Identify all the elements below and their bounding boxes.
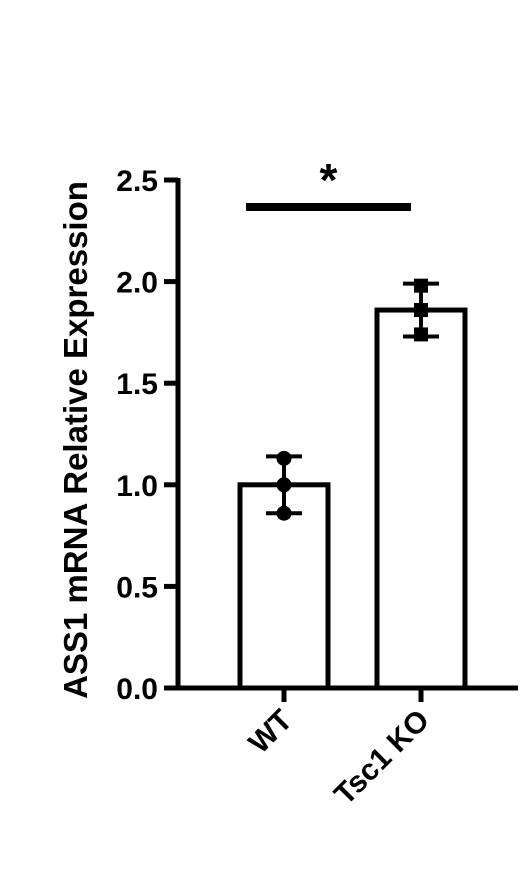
y-tick-label: 1.5 bbox=[116, 368, 158, 401]
y-tick-label: 0.0 bbox=[116, 673, 158, 706]
data-point bbox=[414, 303, 428, 318]
bar bbox=[374, 307, 468, 691]
data-point bbox=[414, 278, 428, 293]
bars bbox=[237, 281, 468, 691]
data-point bbox=[276, 450, 292, 466]
data-points bbox=[276, 278, 428, 521]
y-tick-label: 2.0 bbox=[116, 267, 158, 300]
significance-label: * bbox=[320, 154, 338, 206]
data-point bbox=[414, 327, 428, 342]
x-tick-label: WT bbox=[243, 704, 299, 760]
y-tick-label: 2.5 bbox=[116, 165, 158, 198]
y-axis-title: ASS1 mRNA Relative Expression bbox=[57, 181, 94, 699]
significance-annotation: * bbox=[246, 154, 411, 211]
data-point bbox=[276, 505, 292, 521]
y-tick-label: 0.5 bbox=[116, 571, 158, 604]
x-tick-label: Tsc1 KO bbox=[328, 704, 436, 812]
y-tick-label: 1.0 bbox=[116, 470, 158, 503]
data-point bbox=[276, 477, 292, 493]
